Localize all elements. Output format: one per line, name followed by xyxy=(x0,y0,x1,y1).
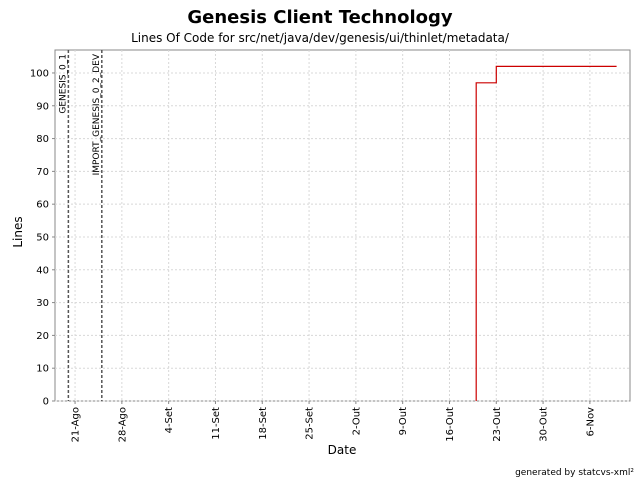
x-tick-label: 9-Out xyxy=(398,407,409,435)
footer-credit: generated by statcvs-xml² xyxy=(515,468,634,478)
x-tick-label: 6-Nov xyxy=(585,407,596,437)
x-axis-ticks: 21-Ago 28-Ago 4-Set 11-Set 18-Set 25-Set 2-Out… xyxy=(71,401,596,442)
y-axis-ticks: 0 10 20 30 40 50 60 70 80 90 100 xyxy=(30,68,55,408)
y-tick-label: 70 xyxy=(36,167,49,178)
series xyxy=(475,65,617,401)
y-tick-label: 40 xyxy=(36,265,49,276)
y-tick-label: 90 xyxy=(36,101,49,112)
grid xyxy=(55,50,630,402)
version-marker-label: GENESIS_0_1 xyxy=(58,54,68,114)
x-tick-label: 16-Out xyxy=(445,407,456,442)
x-tick-label: 18-Set xyxy=(258,407,269,440)
y-tick-label: 60 xyxy=(36,200,49,211)
y-tick-label: 100 xyxy=(30,68,49,79)
x-tick-label: 23-Out xyxy=(492,407,503,442)
chart-title: Genesis Client Technology xyxy=(187,7,452,28)
x-tick-label: 11-Set xyxy=(211,407,222,440)
y-tick-label: 0 xyxy=(43,397,49,408)
x-tick-label: 30-Out xyxy=(539,407,550,442)
x-axis-label: Date xyxy=(328,443,357,457)
plot-area xyxy=(54,49,631,402)
y-tick-label: 30 xyxy=(36,298,49,309)
y-tick-label: 50 xyxy=(36,232,49,243)
x-tick-label: 25-Set xyxy=(305,407,316,440)
y-tick-label: 80 xyxy=(36,134,49,145)
version-markers: GENESIS_0_1 IMPORT_GENESIS_0_2_DEV xyxy=(58,50,103,401)
chart-subtitle: Lines Of Code for src/net/java/dev/genes… xyxy=(131,31,510,45)
x-tick-label: 21-Ago xyxy=(71,407,82,442)
y-tick-label: 10 xyxy=(36,364,49,375)
series-line xyxy=(475,65,617,401)
x-tick-label: 4-Set xyxy=(164,407,175,433)
x-tick-label: 2-Out xyxy=(351,407,362,435)
y-tick-label: 20 xyxy=(36,331,49,342)
version-marker-label: IMPORT_GENESIS_0_2_DEV xyxy=(92,53,102,175)
x-tick-label: 28-Ago xyxy=(117,407,128,442)
y-axis-label: Lines xyxy=(11,216,25,247)
